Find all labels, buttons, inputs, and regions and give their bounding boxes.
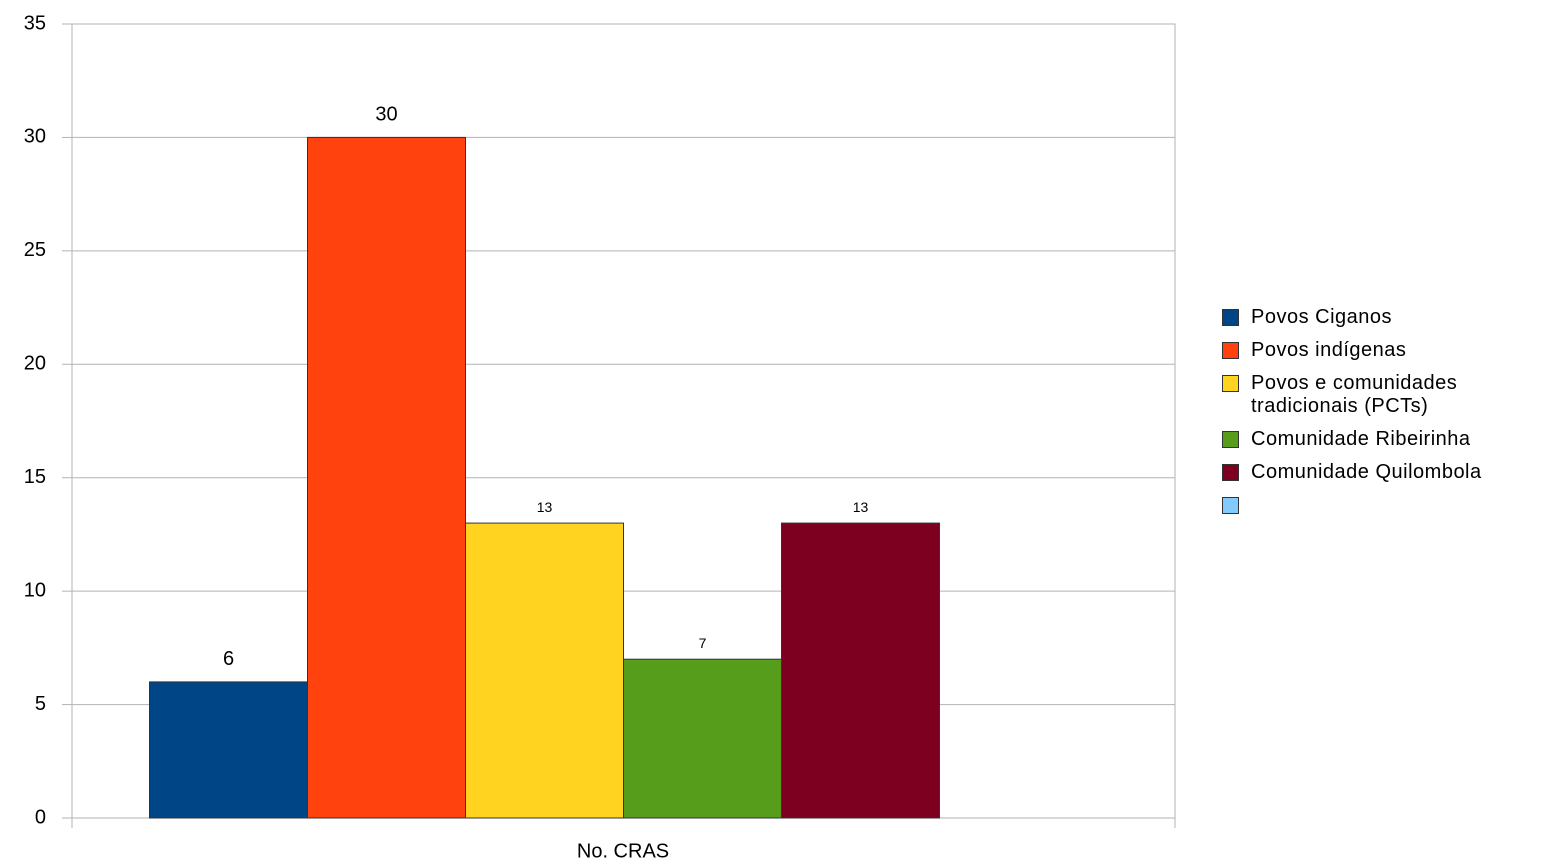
y-tick-label: 20	[24, 353, 46, 375]
legend-swatch	[1222, 464, 1239, 481]
legend-swatch	[1222, 375, 1239, 392]
bar	[623, 658, 782, 819]
y-tick-label: 30	[24, 126, 46, 148]
legend-item	[1222, 494, 1562, 514]
data-label: 30	[375, 104, 397, 126]
legend-label: Comunidade Ribeirinha	[1251, 428, 1471, 450]
x-tick-label: No. CRAS	[577, 840, 669, 862]
legend-swatch	[1222, 431, 1239, 448]
legend-item: Povos Ciganos	[1222, 306, 1562, 329]
legend-swatch	[1222, 497, 1239, 514]
legend-label: Comunidade Quilombola	[1251, 461, 1482, 483]
y-tick-label: 0	[35, 806, 46, 828]
legend-item: Povos e comunidades tradicionais (PCTs)	[1222, 372, 1562, 418]
y-tick-label: 15	[24, 466, 46, 488]
legend-label: Povos indígenas	[1251, 339, 1407, 361]
data-label: 13	[853, 499, 869, 515]
legend: Povos Ciganos Povos indígenas Povos e comu…	[1222, 306, 1562, 524]
legend-item: Comunidade Ribeirinha	[1222, 428, 1562, 451]
legend-swatch	[1222, 309, 1239, 326]
legend-item: Comunidade Quilombola	[1222, 461, 1562, 484]
legend-label: Povos e comunidades tradicionais (PCTs)	[1251, 372, 1458, 417]
y-tick-label: 10	[24, 579, 46, 601]
legend-label: Povos Ciganos	[1251, 306, 1393, 328]
bar	[149, 681, 308, 819]
data-label: 6	[223, 648, 234, 670]
data-label: 7	[699, 635, 707, 651]
y-tick-label: 35	[24, 12, 46, 34]
data-label: 13	[537, 499, 553, 515]
y-tick-label: 5	[35, 693, 46, 715]
legend-item: Povos indígenas	[1222, 339, 1562, 362]
bar	[307, 136, 466, 819]
legend-swatch	[1222, 342, 1239, 359]
y-tick-label: 25	[24, 239, 46, 261]
bar	[781, 522, 940, 819]
bar	[465, 522, 624, 819]
